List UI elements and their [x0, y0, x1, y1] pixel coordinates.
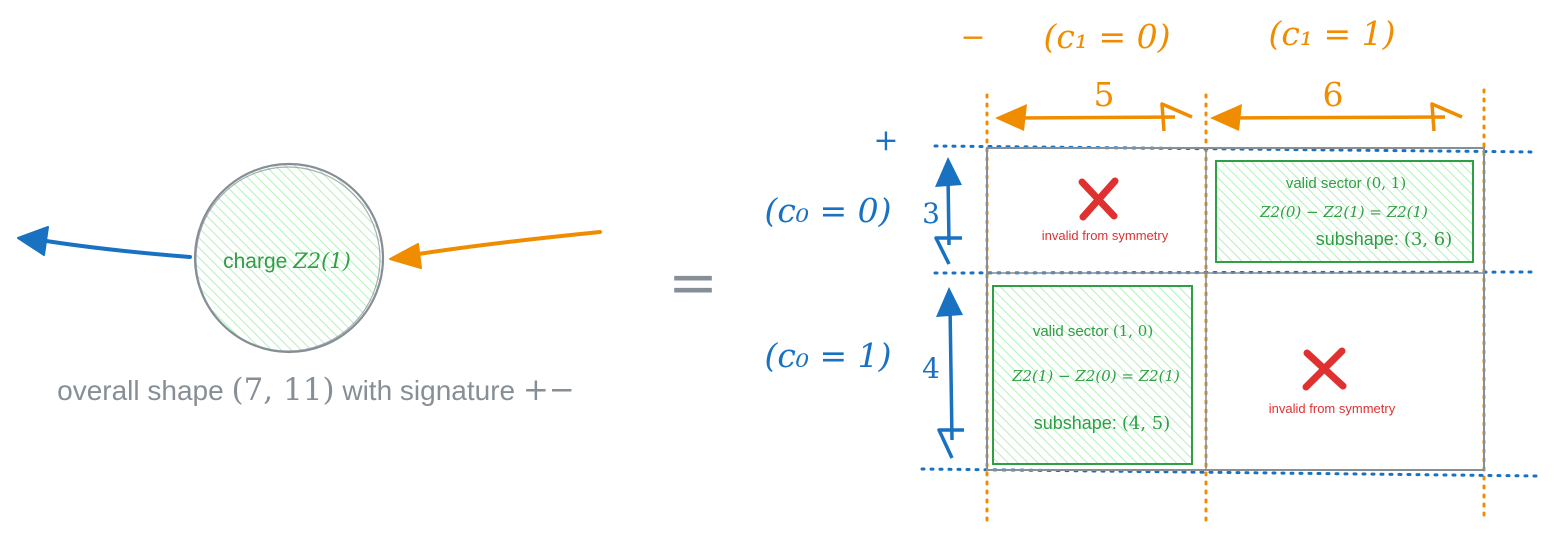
column-label-1: (c₁ = 1) [1268, 14, 1395, 53]
subshape-label: subshape: (4, 5) [1034, 413, 1171, 434]
column-size-arrow-0: 5 [995, 75, 1193, 132]
row-sign: + [873, 123, 898, 158]
cross-icon [1302, 347, 1347, 391]
equals-sign: = [668, 248, 718, 318]
valid-sector-title: valid sector (1, 0) [1033, 322, 1153, 340]
row-size-1: 4 [922, 352, 940, 385]
overall-shape-caption: overall shape (7, 11) with signature +− [57, 372, 575, 408]
cross-icon [1078, 177, 1119, 221]
subshape-label: subshape: (3, 6) [1316, 229, 1453, 250]
tensor-block-outline [986, 147, 1485, 471]
valid-sector-box [992, 285, 1193, 465]
row-label-1: (c₀ = 1) [764, 336, 891, 375]
column-size-1: 6 [1323, 75, 1344, 114]
cell-bottom-left: valid sector (1, 0) Z2(1) − Z2(0) = Z2(1… [992, 285, 1193, 465]
right-arrow-icon [389, 230, 602, 269]
row-label-0: (c₀ = 0) [764, 191, 891, 230]
cell-bottom-right: invalid from symmetry [1269, 347, 1396, 416]
cell-top-right: valid sector (0, 1) Z2(0) − Z2(1) = Z2(1… [1215, 160, 1474, 263]
row-size-arrow-1: 4 [922, 287, 964, 459]
invalid-label: invalid from symmetry [1269, 401, 1396, 416]
column-size-arrow-1: 6 [1210, 75, 1463, 132]
column-label-0: (c₁ = 0) [1043, 17, 1170, 56]
cell-top-left: invalid from symmetry [1042, 177, 1169, 243]
valid-sector-box [1215, 160, 1474, 263]
charge-label: charge Z2(1) [223, 249, 351, 273]
valid-sector-title: valid sector (0, 1) [1286, 174, 1406, 192]
column-sign: − [960, 20, 985, 55]
charge-circle [193, 162, 385, 354]
row-size-0: 3 [922, 197, 940, 230]
column-size-0: 5 [1094, 75, 1115, 114]
row-size-arrow-0: 3 [922, 157, 962, 265]
left-arrow-icon [17, 226, 192, 259]
valid-sector-equation: Z2(0) − Z2(1) = Z2(1) [1259, 203, 1428, 221]
tensor-node: charge Z2(1) overall shape (7, 11) with … [17, 162, 602, 408]
invalid-label: invalid from symmetry [1042, 228, 1169, 243]
valid-sector-equation: Z2(1) − Z2(0) = Z2(1) [1011, 367, 1180, 385]
